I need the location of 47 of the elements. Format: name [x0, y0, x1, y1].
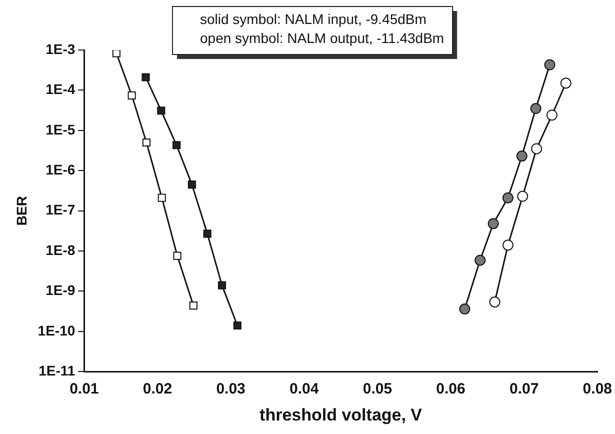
point: [188, 180, 196, 189]
y-tick-label: 1E-7: [46, 202, 76, 218]
point: [560, 78, 572, 89]
point: [142, 73, 150, 82]
point: [189, 302, 198, 310]
point: [128, 91, 136, 100]
x-tick-label: 0.05: [362, 380, 392, 398]
point: [142, 138, 151, 147]
x-tick-label: 0.03: [216, 380, 246, 398]
point: [488, 218, 499, 230]
point: [474, 254, 486, 266]
point: [544, 59, 556, 70]
y-tick-label: 1E-6: [46, 161, 76, 178]
point: [173, 252, 182, 260]
y-tick-label: 1E-3: [46, 40, 76, 57]
x-axis-title: threshold voltage, V: [260, 405, 423, 424]
point: [502, 240, 514, 251]
x-tick-label: 0.01: [70, 380, 99, 398]
point: [112, 50, 120, 58]
y-tick-label: 1E-9: [46, 282, 76, 298]
x-tick-label: 0.08: [582, 380, 612, 398]
y-tick-label: 1E-4: [46, 81, 76, 98]
y-axis-title: BER: [13, 196, 30, 226]
point: [531, 143, 542, 154]
point: [516, 150, 528, 162]
y-tick-label: 1E-8: [46, 242, 76, 258]
point: [502, 192, 514, 204]
x-tick-label: 0.06: [436, 380, 466, 398]
point: [203, 230, 212, 238]
y-tick-label: 1E-11: [38, 362, 76, 378]
text: open symbol: NALM output, -11.43dBm: [200, 30, 444, 46]
x-tick-label: 0.07: [509, 380, 539, 398]
x-tick-label: 0.04: [290, 380, 320, 398]
point: [517, 190, 528, 202]
point: [489, 296, 500, 308]
point: [157, 106, 166, 115]
point: [218, 281, 226, 290]
point: [233, 321, 242, 330]
x-tick-label: 0.02: [142, 380, 172, 398]
point: [172, 141, 181, 150]
point: [530, 103, 542, 114]
point: [158, 194, 166, 202]
text: solid symbol: NALM input, -9.45dBm: [200, 10, 426, 27]
y-tick-label: 1E-5: [46, 121, 76, 138]
point: [546, 110, 558, 121]
point: [459, 304, 470, 315]
y-tick-label: 1E-10: [38, 322, 76, 338]
